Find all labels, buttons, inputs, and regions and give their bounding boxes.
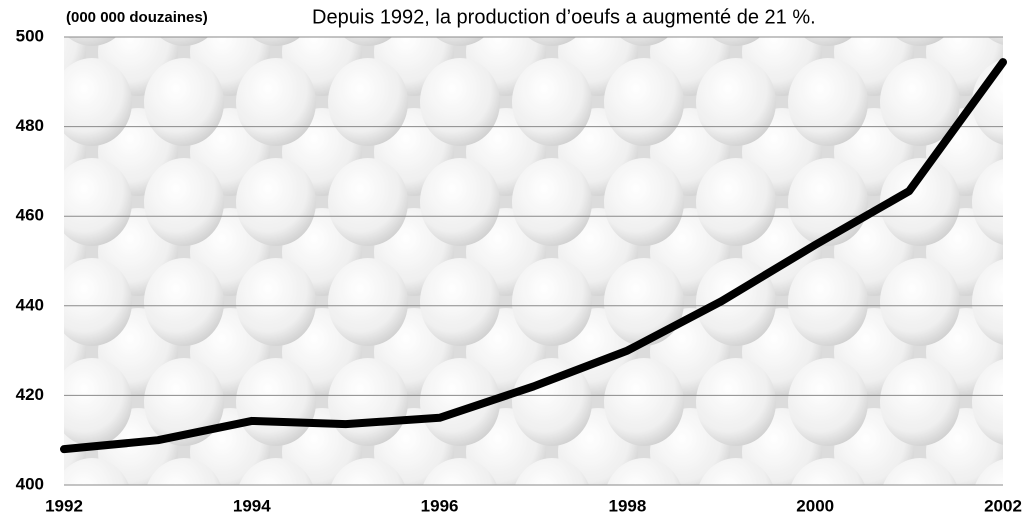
x-tick-label: 2002 (984, 496, 1022, 515)
y-tick-label: 500 (16, 26, 44, 45)
y-tick-label: 480 (16, 116, 44, 135)
x-tick-label: 1996 (421, 496, 459, 515)
y-tick-label: 420 (16, 385, 44, 404)
plot-background (64, 37, 1003, 485)
x-tick-label: 1994 (233, 496, 271, 515)
x-tick-label: 2000 (796, 496, 834, 515)
chart: (000 000 douzaines) Depuis 1992, la prod… (0, 0, 1031, 523)
page: (000 000 douzaines) Depuis 1992, la prod… (0, 0, 1031, 523)
x-tick-label: 1992 (45, 496, 83, 515)
y-tick-label: 400 (16, 474, 44, 493)
y-axis-label: (000 000 douzaines) (66, 9, 208, 26)
chart-title: Depuis 1992, la production d’oeufs a aug… (312, 6, 816, 28)
y-tick-label: 460 (16, 206, 44, 225)
x-tick-label: 1998 (608, 496, 646, 515)
y-tick-label: 440 (16, 295, 44, 314)
